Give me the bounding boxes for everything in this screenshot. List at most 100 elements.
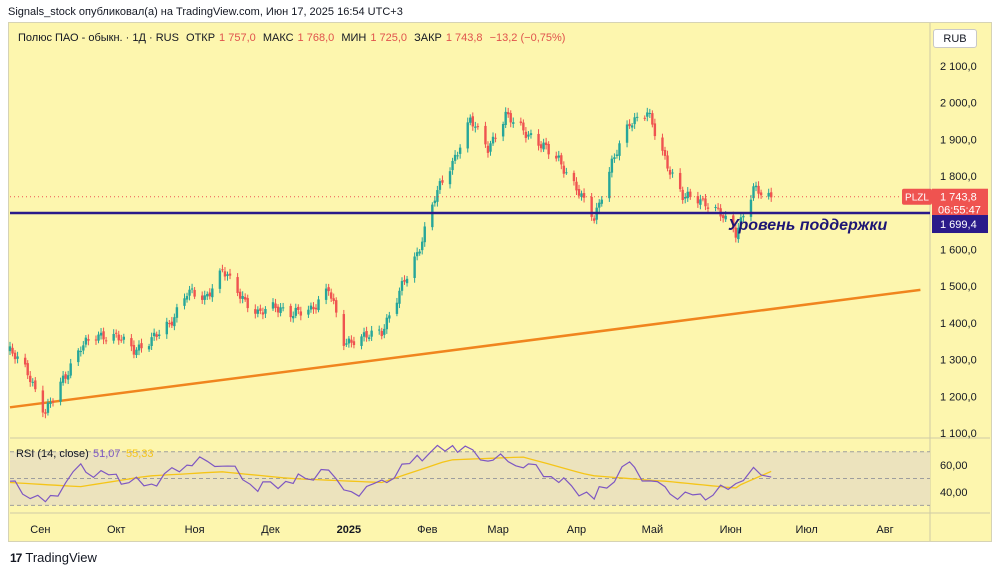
- candle-body: [400, 281, 404, 291]
- candle-body: [577, 189, 581, 196]
- candle-body: [635, 116, 639, 118]
- candle-body: [423, 226, 426, 243]
- candle-body: [23, 357, 27, 365]
- candle-body: [49, 402, 52, 405]
- candle-body: [289, 305, 292, 318]
- price-tick-label: 1 500,0: [940, 281, 977, 293]
- candle-body: [200, 295, 204, 300]
- candle-body: [721, 215, 725, 219]
- candle-body: [524, 131, 528, 138]
- candle-body: [297, 306, 300, 310]
- countdown-timer: 06:55:47: [938, 205, 981, 217]
- time-tick-label: Июн: [720, 524, 742, 536]
- candle-body: [572, 172, 576, 182]
- candle-body: [41, 390, 45, 413]
- close-label: ЗАКР: [414, 32, 442, 44]
- candle-body: [383, 328, 386, 335]
- candle-body: [147, 346, 151, 350]
- candle-body: [704, 198, 707, 207]
- candle-body: [458, 147, 462, 154]
- candle-body: [385, 317, 389, 330]
- candle-body: [324, 288, 328, 300]
- candle-body: [276, 306, 280, 313]
- time-tick-label: Фев: [417, 524, 437, 536]
- candle-body: [165, 321, 168, 335]
- candle-body: [206, 293, 209, 297]
- candle-body: [66, 375, 70, 380]
- price-tick-label: 2 000,0: [940, 98, 977, 110]
- candle-body: [557, 155, 560, 158]
- candle-body: [405, 278, 409, 284]
- candle-body: [494, 137, 497, 139]
- candle-body: [104, 340, 108, 342]
- candle-body: [388, 315, 391, 319]
- candle-body: [453, 154, 457, 161]
- candle-body: [491, 136, 495, 144]
- candle-body: [208, 292, 211, 297]
- candle-body: [398, 290, 401, 304]
- currency-button[interactable]: RUB: [933, 29, 977, 48]
- candle-body: [61, 375, 65, 383]
- change-value: −13,2 (−0,75%): [489, 32, 566, 44]
- last-price-value: 1 743,8: [940, 192, 977, 204]
- candle-body: [580, 193, 583, 197]
- candle-body: [421, 241, 424, 251]
- candle-body: [137, 344, 141, 351]
- candle-body: [140, 343, 143, 349]
- candle-body: [211, 288, 214, 298]
- candle-body: [441, 180, 444, 183]
- candle-body: [512, 122, 515, 124]
- candle-body: [79, 351, 83, 353]
- candle-body: [299, 311, 303, 316]
- candle-body: [413, 256, 416, 278]
- symbol-label: Полюс ПАО - обыкн. · 1Д · RUS: [18, 32, 179, 44]
- candle-body: [699, 199, 702, 205]
- candle-body: [307, 309, 310, 315]
- candle-body: [218, 270, 222, 289]
- candle-body: [59, 381, 62, 402]
- candle-body: [238, 291, 242, 299]
- candle-body: [77, 350, 80, 363]
- rsi-value: 51,07: [93, 448, 121, 460]
- candle-body: [327, 287, 330, 292]
- candle-body: [663, 150, 667, 156]
- candle-body: [130, 338, 133, 347]
- price-tick-label: 1 100,0: [940, 428, 977, 440]
- candle-body: [11, 347, 14, 354]
- tradingview-brand[interactable]: 17 TradingView: [10, 550, 97, 565]
- low-label: МИН: [341, 32, 367, 44]
- candle-body: [666, 155, 669, 169]
- candle-body: [633, 117, 636, 125]
- open-value: 1 757,0: [219, 32, 256, 44]
- candle-body: [630, 125, 634, 128]
- candle-body: [613, 157, 616, 160]
- rsi-line: [9, 444, 772, 503]
- candle-body: [684, 196, 687, 199]
- support-price-value: 1 699,4: [940, 219, 977, 231]
- candle-body: [489, 143, 492, 152]
- candle-body: [335, 300, 338, 313]
- candle-body: [686, 191, 689, 199]
- candle-body: [618, 143, 621, 156]
- candle-body: [714, 206, 717, 208]
- candle-body: [168, 323, 171, 325]
- candle-body: [259, 308, 262, 311]
- candle-body: [504, 111, 507, 125]
- candle-body: [732, 215, 735, 229]
- candle-body: [190, 288, 194, 290]
- candle-body: [69, 363, 72, 376]
- candle-body: [600, 199, 603, 204]
- candle-body: [367, 337, 371, 339]
- candle-body: [173, 317, 176, 327]
- candle-body: [610, 158, 614, 173]
- candle-body: [560, 155, 563, 165]
- candle-body: [506, 112, 510, 115]
- candle-body: [565, 172, 568, 174]
- candle-body: [542, 142, 545, 150]
- candle-body: [294, 307, 297, 316]
- price-tick-label: 1 800,0: [940, 171, 977, 183]
- candle-body: [370, 330, 373, 337]
- candle-body: [653, 123, 657, 137]
- candle-body: [466, 122, 469, 149]
